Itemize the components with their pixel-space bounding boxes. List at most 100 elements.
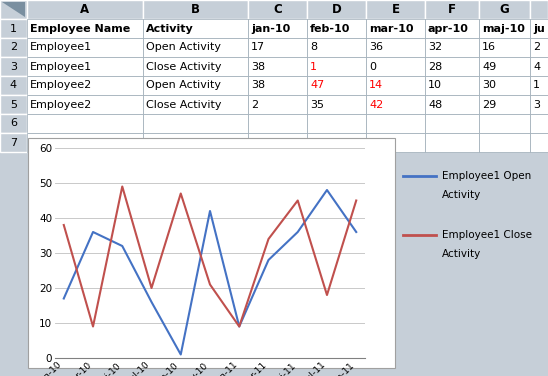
FancyBboxPatch shape (248, 133, 307, 152)
FancyBboxPatch shape (0, 95, 27, 114)
Text: G: G (500, 3, 510, 16)
Text: 49: 49 (482, 62, 496, 71)
Text: 3: 3 (10, 62, 17, 71)
Text: 2: 2 (533, 42, 540, 53)
FancyBboxPatch shape (307, 114, 366, 133)
FancyBboxPatch shape (28, 138, 395, 368)
Text: Close Activity: Close Activity (146, 62, 221, 71)
FancyBboxPatch shape (307, 95, 366, 114)
FancyBboxPatch shape (143, 19, 248, 38)
FancyBboxPatch shape (530, 114, 548, 133)
Text: Employee2: Employee2 (30, 100, 92, 109)
Text: Employee1: Employee1 (30, 42, 92, 53)
FancyBboxPatch shape (307, 0, 366, 19)
Text: Activity: Activity (146, 23, 194, 33)
Text: 14: 14 (369, 80, 383, 91)
FancyBboxPatch shape (0, 57, 27, 76)
FancyBboxPatch shape (0, 38, 27, 57)
Text: 6: 6 (10, 118, 17, 129)
FancyBboxPatch shape (27, 95, 143, 114)
FancyBboxPatch shape (479, 133, 530, 152)
Text: 16: 16 (482, 42, 496, 53)
FancyBboxPatch shape (143, 133, 248, 152)
FancyBboxPatch shape (0, 0, 27, 19)
FancyBboxPatch shape (479, 114, 530, 133)
Polygon shape (2, 2, 25, 17)
FancyBboxPatch shape (425, 38, 479, 57)
FancyBboxPatch shape (27, 76, 143, 95)
Text: ju: ju (533, 23, 545, 33)
FancyBboxPatch shape (248, 19, 307, 38)
FancyBboxPatch shape (27, 57, 143, 76)
Text: F: F (448, 3, 456, 16)
Text: jan-10: jan-10 (251, 23, 290, 33)
FancyBboxPatch shape (425, 19, 479, 38)
Text: 8: 8 (310, 42, 317, 53)
FancyBboxPatch shape (530, 95, 548, 114)
FancyBboxPatch shape (27, 19, 143, 38)
FancyBboxPatch shape (366, 95, 425, 114)
Text: 0: 0 (369, 62, 376, 71)
FancyBboxPatch shape (143, 0, 248, 19)
FancyBboxPatch shape (530, 57, 548, 76)
Text: Employee1 Close: Employee1 Close (442, 229, 532, 240)
FancyBboxPatch shape (425, 114, 479, 133)
FancyBboxPatch shape (143, 95, 248, 114)
Text: 10: 10 (428, 80, 442, 91)
FancyBboxPatch shape (307, 19, 366, 38)
FancyBboxPatch shape (425, 76, 479, 95)
FancyBboxPatch shape (479, 95, 530, 114)
Text: Employee1: Employee1 (30, 62, 92, 71)
FancyBboxPatch shape (425, 0, 479, 19)
Text: Close Activity: Close Activity (146, 100, 221, 109)
FancyBboxPatch shape (530, 76, 548, 95)
Text: 3: 3 (533, 100, 540, 109)
FancyBboxPatch shape (366, 19, 425, 38)
FancyBboxPatch shape (366, 38, 425, 57)
Text: 7: 7 (10, 138, 17, 147)
Text: 4: 4 (533, 62, 540, 71)
Text: 28: 28 (428, 62, 442, 71)
Text: 2: 2 (10, 42, 17, 53)
Text: 1: 1 (533, 80, 540, 91)
FancyBboxPatch shape (143, 114, 248, 133)
FancyBboxPatch shape (366, 0, 425, 19)
FancyBboxPatch shape (479, 57, 530, 76)
FancyBboxPatch shape (248, 57, 307, 76)
Text: Employee2: Employee2 (30, 80, 92, 91)
FancyBboxPatch shape (27, 38, 143, 57)
Text: 32: 32 (428, 42, 442, 53)
FancyBboxPatch shape (307, 57, 366, 76)
Text: 30: 30 (482, 80, 496, 91)
FancyBboxPatch shape (366, 57, 425, 76)
Text: D: D (332, 3, 341, 16)
Text: 36: 36 (369, 42, 383, 53)
FancyBboxPatch shape (479, 0, 530, 19)
FancyBboxPatch shape (0, 76, 27, 95)
Text: 38: 38 (251, 62, 265, 71)
Text: maj-10: maj-10 (482, 23, 525, 33)
FancyBboxPatch shape (307, 76, 366, 95)
Text: 5: 5 (10, 100, 17, 109)
FancyBboxPatch shape (248, 76, 307, 95)
FancyBboxPatch shape (143, 76, 248, 95)
FancyBboxPatch shape (530, 133, 548, 152)
FancyBboxPatch shape (27, 133, 143, 152)
FancyBboxPatch shape (248, 0, 307, 19)
Text: Employee Name: Employee Name (30, 23, 130, 33)
Text: 1: 1 (10, 23, 17, 33)
Text: 48: 48 (428, 100, 442, 109)
FancyBboxPatch shape (425, 57, 479, 76)
Text: 4: 4 (10, 80, 17, 91)
FancyBboxPatch shape (366, 114, 425, 133)
FancyBboxPatch shape (27, 0, 143, 19)
FancyBboxPatch shape (307, 38, 366, 57)
FancyBboxPatch shape (530, 38, 548, 57)
Text: feb-10: feb-10 (310, 23, 350, 33)
Text: Activity: Activity (442, 249, 481, 259)
FancyBboxPatch shape (0, 19, 27, 38)
Text: Open Activity: Open Activity (146, 42, 221, 53)
FancyBboxPatch shape (307, 133, 366, 152)
FancyBboxPatch shape (479, 76, 530, 95)
Text: Activity: Activity (442, 191, 481, 200)
